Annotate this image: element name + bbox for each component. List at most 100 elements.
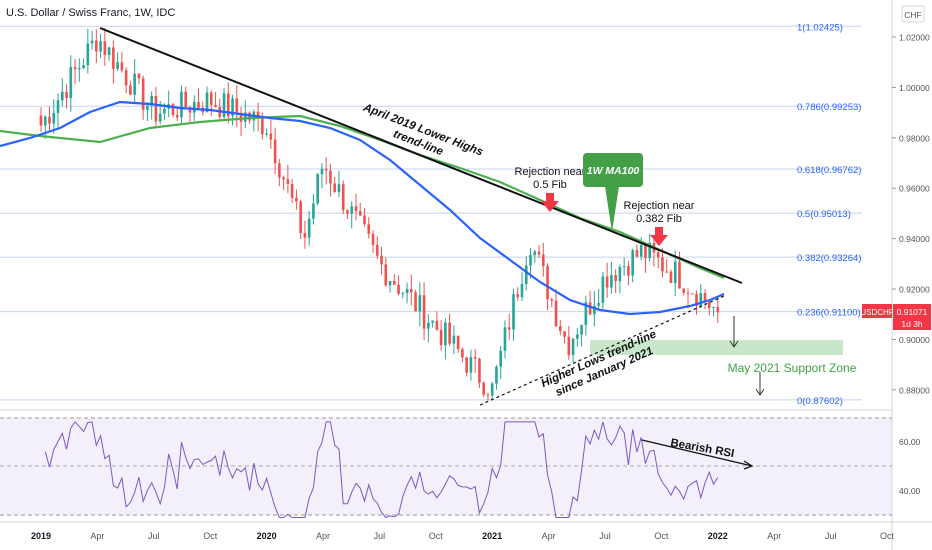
candle-body [141, 78, 145, 110]
x-tick-label: 2021 [482, 531, 502, 541]
candle-body [86, 43, 90, 66]
candle-body [180, 91, 183, 118]
candle-body [150, 95, 153, 106]
candle-body [265, 133, 268, 135]
candle-body [461, 349, 464, 358]
fib-label: 0.618(0.96762) [797, 165, 861, 176]
candle-body [673, 261, 677, 284]
candle-body [303, 233, 307, 238]
svg-text:Rejection near: Rejection near [624, 200, 695, 212]
candle-body [316, 174, 319, 204]
candle-body [537, 251, 541, 255]
rsi-line [44, 421, 719, 519]
candle-body [146, 105, 149, 110]
candle-body [209, 92, 213, 105]
candle-body [593, 305, 596, 315]
x-tick-label: Apr [767, 531, 781, 541]
target-arrows [729, 316, 765, 396]
candle-body [644, 244, 647, 259]
candle-body [154, 95, 158, 122]
candle-body [567, 336, 571, 356]
candle-body [635, 250, 639, 257]
lower-highs-trendline [99, 27, 743, 284]
currency-button[interactable] [901, 5, 925, 23]
candle-body [712, 307, 715, 309]
candle-body [610, 275, 613, 288]
candle-body [490, 383, 494, 396]
candle-body [163, 108, 166, 114]
candle-body [43, 116, 47, 126]
candle-body [707, 302, 711, 308]
svg-text:0.382 Fib: 0.382 Fib [636, 213, 682, 225]
candle-body [244, 112, 247, 122]
svg-text:0.91071: 0.91071 [897, 307, 928, 317]
candle-body [639, 244, 643, 257]
candle-body [427, 322, 430, 329]
candle-body [465, 357, 468, 373]
y-tick-label: 0.92000 [899, 285, 930, 295]
candle-body [65, 91, 68, 99]
candle-body [716, 307, 720, 313]
candles [39, 27, 720, 401]
candle-body [192, 102, 196, 113]
rsi-tick-label: 60.00 [899, 437, 921, 447]
arrow-right-icon [743, 460, 754, 470]
candle-body [482, 382, 485, 395]
candle-body [256, 111, 260, 117]
candle-body [597, 303, 600, 306]
candle-body [495, 366, 498, 384]
candle-body [82, 65, 85, 68]
rejection-0382-annotation: Rejection near 0.382 Fib [624, 200, 695, 246]
candle-body [665, 271, 669, 273]
candle-body [350, 206, 354, 214]
candle-body [410, 289, 413, 293]
candle-body [299, 201, 302, 234]
candle-body [39, 115, 43, 126]
candle-body [231, 98, 234, 116]
rsi-trendline [641, 439, 753, 467]
candle-body [418, 295, 422, 312]
svg-text:USDCHF: USDCHF [860, 308, 893, 317]
candle-body [486, 394, 490, 396]
candle-body [456, 335, 460, 350]
svg-text:0.5 Fib: 0.5 Fib [533, 179, 567, 191]
candle-body [558, 326, 562, 332]
candle-body [499, 350, 503, 367]
candle-body [222, 93, 226, 117]
x-tick-label: Apr [542, 531, 556, 541]
candle-body [678, 261, 681, 289]
candle-body [129, 85, 132, 95]
candle-body [307, 218, 311, 238]
candle-body [99, 41, 102, 52]
candle-body [584, 302, 588, 325]
candle-body [158, 113, 162, 122]
candle-body [205, 92, 209, 113]
x-tick-label: 2022 [708, 531, 728, 541]
candle-body [431, 320, 434, 323]
candle-body [661, 257, 664, 272]
candle-body [239, 112, 243, 122]
candle-body [529, 255, 532, 266]
candle-body [605, 276, 609, 288]
x-tick-label: Apr [90, 531, 104, 541]
candle-body [367, 224, 371, 234]
candle-body [337, 184, 341, 192]
candle-body [171, 104, 175, 115]
x-tick-label: Oct [203, 531, 218, 541]
candle-body [248, 112, 251, 121]
candle-body [614, 275, 617, 282]
candle-body [124, 70, 128, 86]
x-tick-label: Jul [374, 531, 386, 541]
candle-body [320, 168, 324, 175]
candle-body [69, 67, 73, 99]
candle-body [346, 210, 349, 214]
x-tick-label: Jul [599, 531, 611, 541]
candle-body [686, 292, 690, 294]
y-tick-label: 0.90000 [899, 335, 930, 345]
candle-body [214, 104, 217, 107]
candle-body [295, 197, 298, 202]
candle-body [524, 265, 528, 284]
y-tick-label: 0.88000 [899, 385, 930, 395]
